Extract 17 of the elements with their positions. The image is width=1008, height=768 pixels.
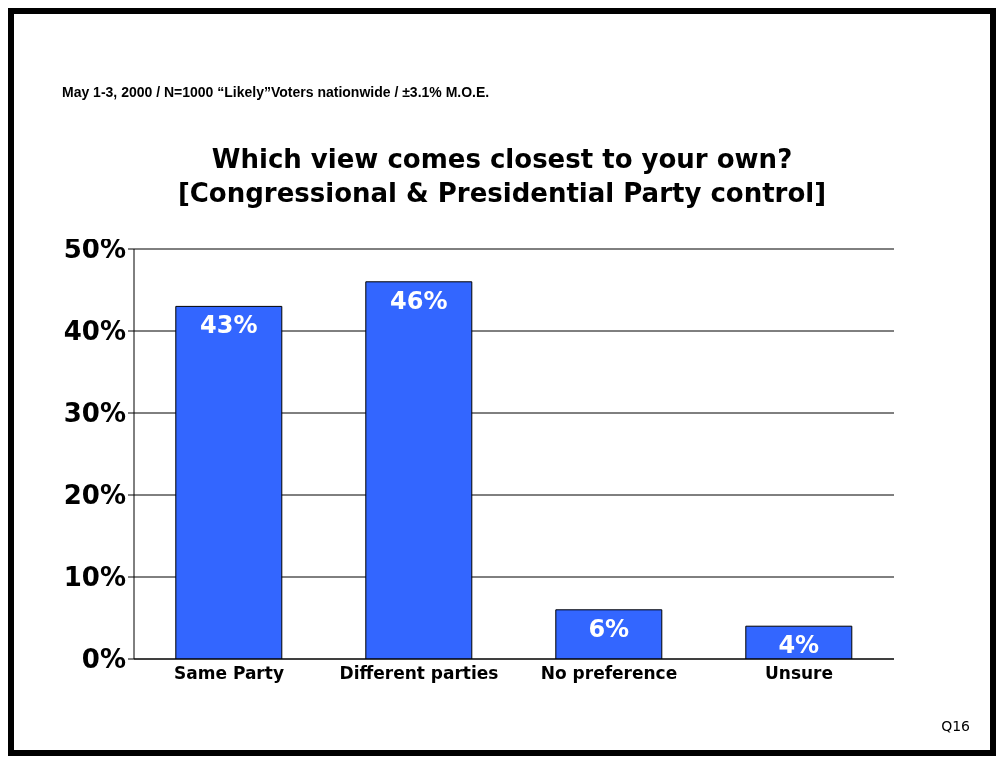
- x-tick-label: No preference: [540, 663, 678, 684]
- data-label: 43%: [200, 311, 258, 340]
- y-tick-label: 10%: [63, 562, 126, 593]
- data-label: 4%: [778, 631, 820, 660]
- text: May 1-3, 2000 / N=1000 “Likely”Voters nationwide / ±3.1% M.O.E.: [62, 84, 490, 100]
- x-tick-label: Different parties: [339, 663, 499, 684]
- x-tick-label: Unsure: [764, 663, 834, 684]
- y-tick-label: 40%: [63, 316, 126, 347]
- x-tick-label: Same Party: [174, 663, 284, 684]
- y-tick-label: 50%: [63, 234, 126, 265]
- y-tick-label: 30%: [63, 398, 126, 429]
- y-tick-label: 0%: [81, 644, 126, 675]
- data-label: 6%: [588, 614, 630, 643]
- data-label: 46%: [390, 286, 448, 315]
- chart-title: Which view comes closest to your own? [Congressional & Presidential Party control]: [176, 143, 828, 210]
- y-tick-label: 20%: [63, 480, 126, 511]
- text: Q16: [941, 718, 970, 734]
